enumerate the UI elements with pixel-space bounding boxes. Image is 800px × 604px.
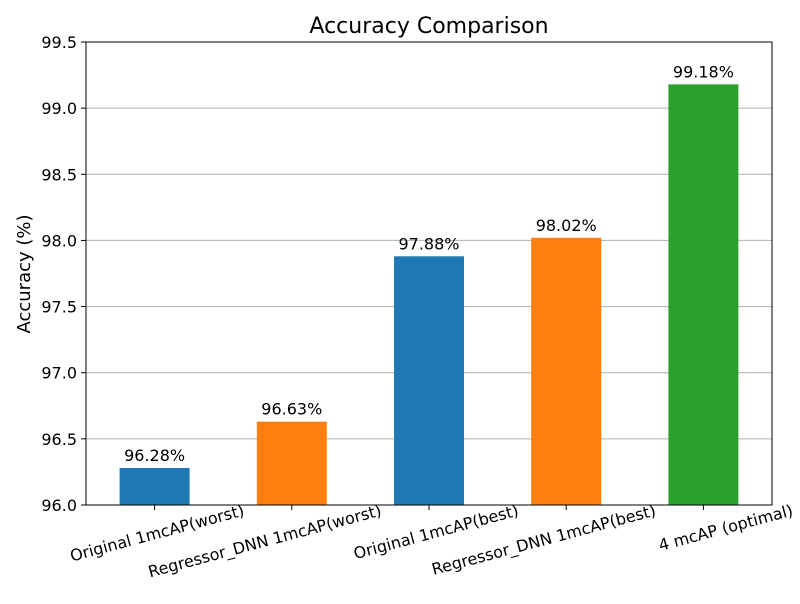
bar-value-label: 97.88%	[398, 234, 459, 253]
bar-value-label: 96.63%	[261, 400, 322, 419]
y-axis-ticks: 96.0 96.5 97.0 97.5 98.0 98.5 99.0 99.5	[41, 33, 86, 515]
bar-value-label: 96.28%	[124, 446, 185, 465]
bars	[119, 84, 739, 506]
y-tick-label: 99.5	[41, 33, 77, 52]
bar	[668, 84, 739, 506]
plot-frame	[85, 41, 773, 506]
bar	[119, 467, 190, 505]
y-tick-label: 98.0	[41, 231, 77, 250]
bar	[531, 237, 602, 506]
y-tick-label: 97.5	[41, 298, 77, 317]
y-tick-label: 96.5	[41, 430, 77, 449]
y-tick-label: 96.0	[41, 496, 77, 515]
bar	[256, 421, 327, 505]
bar	[394, 256, 464, 505]
y-tick-label: 97.0	[41, 364, 77, 383]
y-tick-label: 99.0	[41, 99, 77, 118]
y-tick-label: 98.5	[41, 165, 77, 184]
chart-title: Accuracy Comparison	[309, 14, 548, 39]
data-labels: 96.28% 96.63% 97.88% 98.02% 99.18%	[124, 62, 734, 465]
bar-value-label: 98.02%	[536, 216, 597, 235]
bar-value-label: 99.18%	[673, 62, 734, 81]
y-axis-label: Accuracy (%)	[14, 214, 35, 333]
